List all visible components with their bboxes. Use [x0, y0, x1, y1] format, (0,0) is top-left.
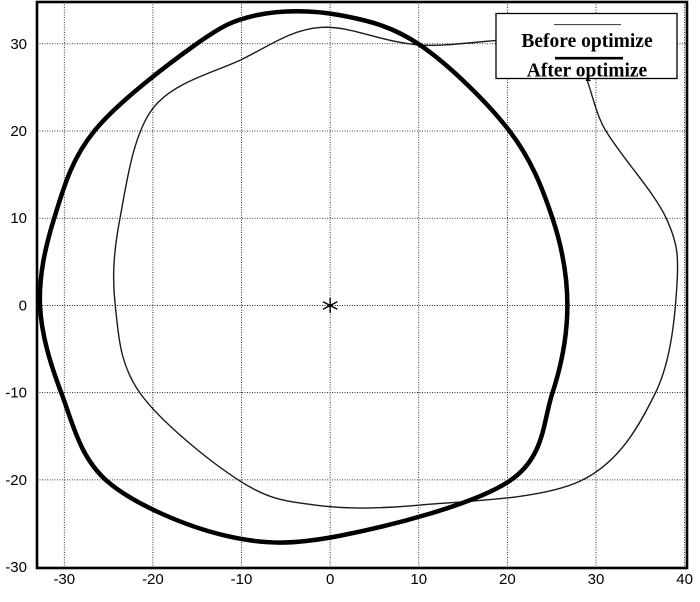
svg-text:-10: -10	[5, 385, 27, 402]
svg-text:-10: -10	[231, 571, 253, 588]
svg-text:-30: -30	[5, 559, 27, 576]
svg-text:0: 0	[19, 297, 27, 314]
svg-text:-20: -20	[5, 472, 27, 489]
svg-text:20: 20	[499, 571, 516, 588]
svg-text:20: 20	[10, 123, 27, 140]
svg-text:30: 30	[588, 571, 605, 588]
svg-text:-20: -20	[142, 571, 164, 588]
svg-text:40: 40	[676, 571, 693, 588]
svg-text:10: 10	[410, 571, 427, 588]
svg-text:0: 0	[326, 571, 334, 588]
svg-text:-30: -30	[53, 571, 75, 588]
svg-text:Before optimize: Before optimize	[521, 31, 653, 52]
svg-text:After optimize: After optimize	[527, 61, 648, 82]
svg-text:30: 30	[10, 36, 27, 53]
svg-text:10: 10	[10, 210, 27, 227]
